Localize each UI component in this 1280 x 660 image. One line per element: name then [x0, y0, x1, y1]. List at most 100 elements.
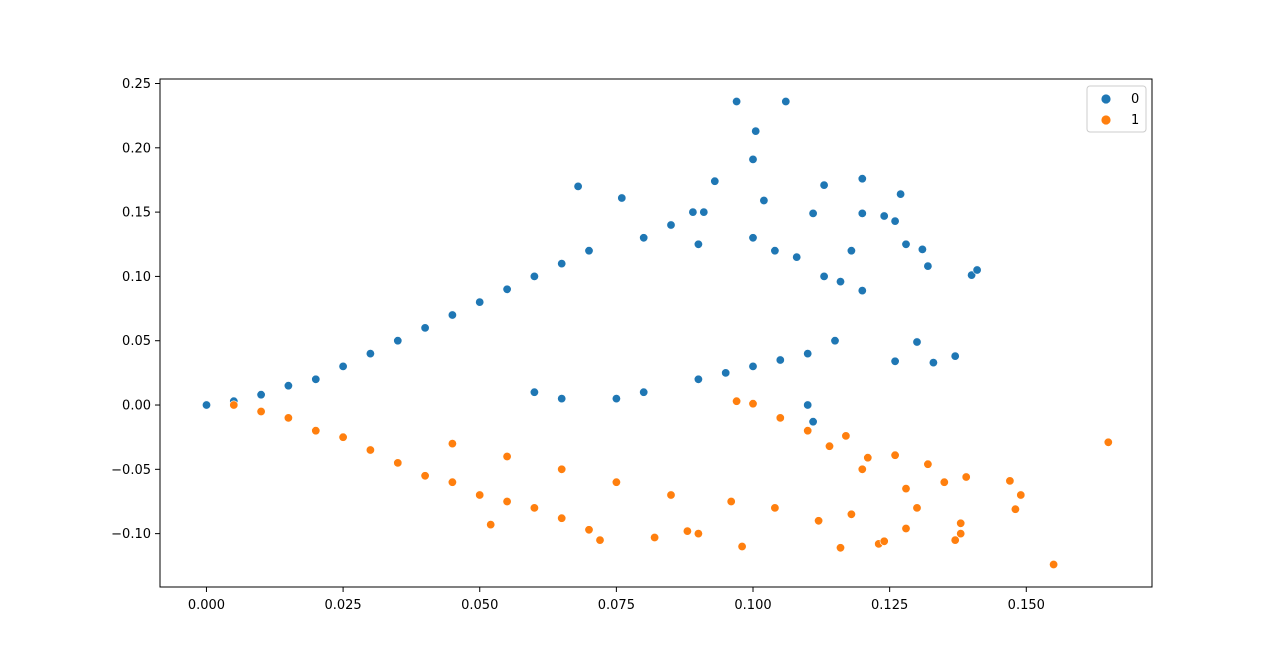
scatter-point	[557, 394, 567, 404]
scatter-point	[846, 509, 856, 519]
scatter-point	[896, 189, 906, 199]
points-layer	[202, 97, 1113, 569]
legend-marker-1	[1100, 114, 1112, 126]
x-tick-label: 0.125	[871, 598, 908, 613]
scatter-point	[879, 211, 889, 221]
scatter-point	[923, 261, 933, 271]
scatter-point	[732, 396, 742, 406]
scatter-point	[283, 413, 293, 423]
scatter-point	[693, 239, 703, 249]
scatter-point	[928, 358, 938, 368]
scatter-point	[917, 244, 927, 254]
scatter-point	[682, 526, 692, 536]
scatter-point	[912, 337, 922, 347]
scatter-point	[808, 417, 818, 427]
scatter-point	[950, 351, 960, 361]
scatter-point	[557, 464, 567, 474]
scatter-point	[420, 471, 430, 481]
y-tick-label: −0.10	[111, 527, 151, 542]
scatter-point	[835, 277, 845, 287]
scatter-point	[1049, 559, 1059, 569]
x-axis: 0.000 0.025 0.050 0.075 0.100 0.125 0.150	[188, 587, 1045, 613]
scatter-point	[846, 246, 856, 256]
scatter-point	[447, 477, 457, 487]
scatter-point	[721, 368, 731, 378]
scatter-point	[256, 406, 266, 416]
scatter-point	[759, 196, 769, 206]
y-tick-label: 0.00	[122, 399, 151, 414]
scatter-point	[693, 374, 703, 384]
scatter-point	[912, 503, 922, 513]
scatter-point	[365, 445, 375, 455]
scatter-point	[748, 399, 758, 409]
scatter-point	[256, 390, 266, 400]
x-tick-label: 0.075	[598, 598, 635, 613]
scatter-point	[781, 97, 791, 107]
scatter-point	[819, 180, 829, 190]
scatter-point	[529, 387, 539, 397]
scatter-point	[939, 477, 949, 487]
scatter-point	[901, 523, 911, 533]
scatter-point	[529, 271, 539, 281]
scatter-point	[639, 387, 649, 397]
scatter-point	[775, 355, 785, 365]
scatter-point	[393, 336, 403, 346]
x-tick-label: 0.050	[461, 598, 498, 613]
scatter-point	[901, 484, 911, 494]
scatter-point	[229, 400, 239, 410]
scatter-point	[502, 496, 512, 506]
scatter-point	[857, 174, 867, 184]
scatter-point	[650, 532, 660, 542]
scatter-point	[803, 426, 813, 436]
x-tick-label: 0.000	[188, 598, 225, 613]
scatter-point	[814, 516, 824, 526]
scatter-point	[770, 246, 780, 256]
scatter-point	[693, 529, 703, 539]
scatter-point	[857, 464, 867, 474]
x-tick-label: 0.025	[324, 598, 361, 613]
scatter-point	[611, 477, 621, 487]
scatter-point	[748, 154, 758, 164]
scatter-point	[863, 453, 873, 463]
scatter-point	[726, 496, 736, 506]
scatter-point	[1103, 437, 1113, 447]
scatter-point	[792, 252, 802, 262]
scatter-point	[901, 239, 911, 249]
scatter-point	[956, 529, 966, 539]
scatter-point	[803, 400, 813, 410]
scatter-point	[557, 513, 567, 523]
y-axis: −0.10 −0.05 0.00 0.05 0.10 0.15 0.20 0.25	[111, 77, 160, 542]
y-tick-label: 0.10	[122, 270, 151, 285]
scatter-point	[1016, 490, 1026, 500]
scatter-point	[447, 310, 457, 320]
scatter-point	[950, 535, 960, 545]
scatter-point	[751, 126, 761, 136]
scatter-point	[688, 207, 698, 217]
scatter-point	[967, 270, 977, 280]
scatter-point	[557, 259, 567, 269]
scatter-point	[830, 336, 840, 346]
scatter-point	[890, 450, 900, 460]
scatter-point	[857, 286, 867, 296]
scatter-point	[502, 451, 512, 461]
scatter-point	[961, 472, 971, 482]
scatter-point	[748, 361, 758, 371]
scatter-point	[890, 356, 900, 366]
scatter-point	[311, 426, 321, 436]
scatter-point	[639, 233, 649, 243]
scatter-point	[365, 349, 375, 359]
plot-area	[159, 78, 1153, 588]
legend-marker-0	[1100, 93, 1112, 105]
scatter-point	[879, 536, 889, 546]
scatter-point	[857, 208, 867, 218]
scatter-point	[475, 297, 485, 307]
scatter-point	[338, 361, 348, 371]
scatter-point	[972, 265, 982, 275]
y-tick-label: 0.15	[122, 206, 151, 221]
scatter-point	[502, 284, 512, 294]
scatter-point	[617, 193, 627, 203]
scatter-point	[1010, 504, 1020, 514]
y-tick-label: 0.05	[122, 334, 151, 349]
x-tick-label: 0.100	[734, 598, 771, 613]
